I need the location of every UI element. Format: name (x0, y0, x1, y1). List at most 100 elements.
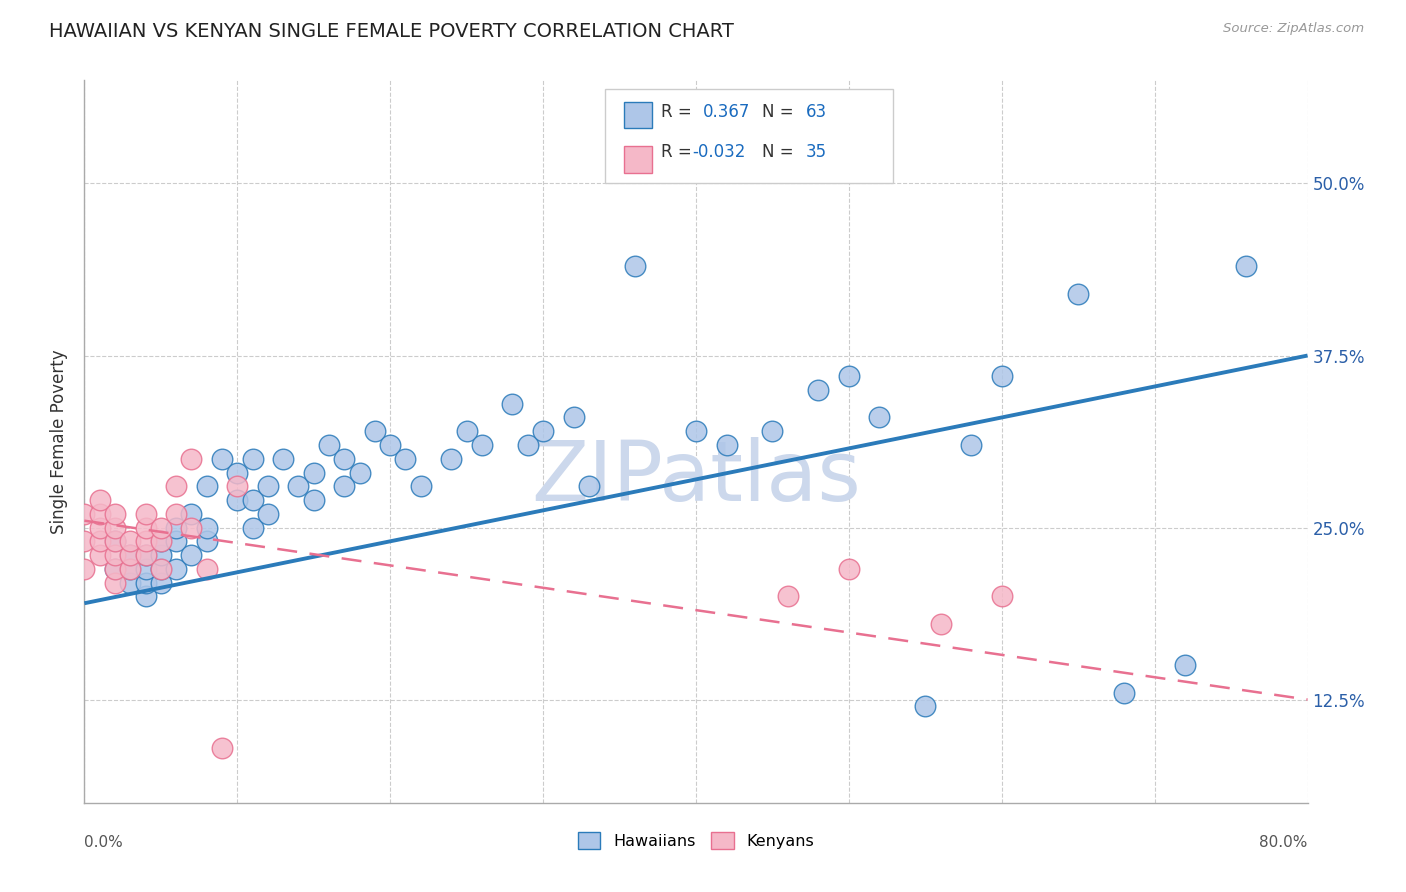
Y-axis label: Single Female Poverty: Single Female Poverty (51, 350, 69, 533)
Text: Source: ZipAtlas.com: Source: ZipAtlas.com (1223, 22, 1364, 36)
Point (104, 507, 127, 521)
Text: 0.367: 0.367 (703, 103, 751, 120)
Point (302, 466, 325, 480)
Point (685, 424, 707, 438)
Point (716, 438, 738, 452)
Point (271, 451, 294, 466)
Point (578, 479, 600, 493)
Point (135, 562, 157, 576)
Point (195, 520, 218, 534)
Point (195, 534, 218, 549)
Point (120, 548, 142, 562)
Point (226, 479, 249, 493)
Point (149, 520, 172, 534)
Point (165, 534, 187, 549)
Point (242, 493, 264, 508)
Point (180, 520, 202, 534)
Point (165, 562, 187, 576)
Point (120, 534, 142, 549)
Point (991, 369, 1014, 384)
Point (807, 383, 830, 397)
Point (349, 466, 371, 480)
Point (257, 507, 280, 521)
Text: 0.0%: 0.0% (84, 835, 124, 850)
Point (211, 740, 233, 755)
Point (135, 507, 157, 521)
Text: R =: R = (661, 143, 697, 161)
Point (104, 562, 127, 576)
Text: 63: 63 (806, 103, 827, 120)
Point (1114, 686, 1136, 700)
Point (914, 699, 936, 714)
Point (516, 438, 538, 452)
Point (960, 438, 983, 452)
Point (242, 520, 264, 534)
Text: 35: 35 (806, 143, 827, 161)
Text: 80.0%: 80.0% (1260, 835, 1308, 850)
Point (120, 562, 142, 576)
Text: N =: N = (762, 103, 799, 120)
Point (991, 590, 1014, 604)
Point (562, 410, 585, 425)
Point (135, 575, 157, 590)
Point (104, 548, 127, 562)
Point (761, 424, 783, 438)
Point (120, 575, 142, 590)
Text: ZIPatlas: ZIPatlas (531, 437, 860, 518)
Point (135, 534, 157, 549)
Text: -0.032: -0.032 (692, 143, 745, 161)
Text: HAWAIIAN VS KENYAN SINGLE FEMALE POVERTY CORRELATION CHART: HAWAIIAN VS KENYAN SINGLE FEMALE POVERTY… (49, 22, 734, 41)
Point (869, 410, 891, 425)
Point (135, 520, 157, 534)
Point (531, 424, 554, 438)
Point (776, 590, 799, 604)
Point (838, 369, 860, 384)
Point (440, 451, 463, 466)
Point (135, 548, 157, 562)
Point (318, 438, 340, 452)
Point (89, 493, 111, 508)
Point (1236, 259, 1258, 273)
Point (89, 520, 111, 534)
Point (89, 507, 111, 521)
Point (104, 534, 127, 549)
Point (195, 562, 218, 576)
Point (149, 562, 172, 576)
Point (333, 479, 356, 493)
Point (120, 548, 142, 562)
Point (135, 590, 157, 604)
Point (149, 562, 172, 576)
Point (1067, 286, 1090, 301)
Point (180, 451, 202, 466)
Point (104, 520, 127, 534)
Point (226, 493, 249, 508)
Point (242, 451, 264, 466)
Point (73, 562, 96, 576)
Point (226, 466, 249, 480)
Point (838, 562, 860, 576)
Point (624, 259, 647, 273)
Point (120, 562, 142, 576)
Point (302, 493, 325, 508)
Point (149, 575, 172, 590)
Point (257, 479, 280, 493)
Point (89, 534, 111, 549)
Legend: Hawaiians, Kenyans: Hawaiians, Kenyans (578, 832, 814, 849)
Text: R =: R = (661, 103, 697, 120)
Point (1174, 658, 1197, 673)
Point (165, 520, 187, 534)
Text: N =: N = (762, 143, 799, 161)
Point (149, 534, 172, 549)
Point (180, 507, 202, 521)
Point (394, 451, 416, 466)
Point (104, 534, 127, 549)
Point (929, 616, 952, 631)
Point (409, 479, 432, 493)
Point (287, 479, 309, 493)
Point (195, 479, 218, 493)
Point (471, 438, 494, 452)
Point (149, 548, 172, 562)
Point (165, 507, 187, 521)
Point (73, 534, 96, 549)
Point (456, 424, 478, 438)
